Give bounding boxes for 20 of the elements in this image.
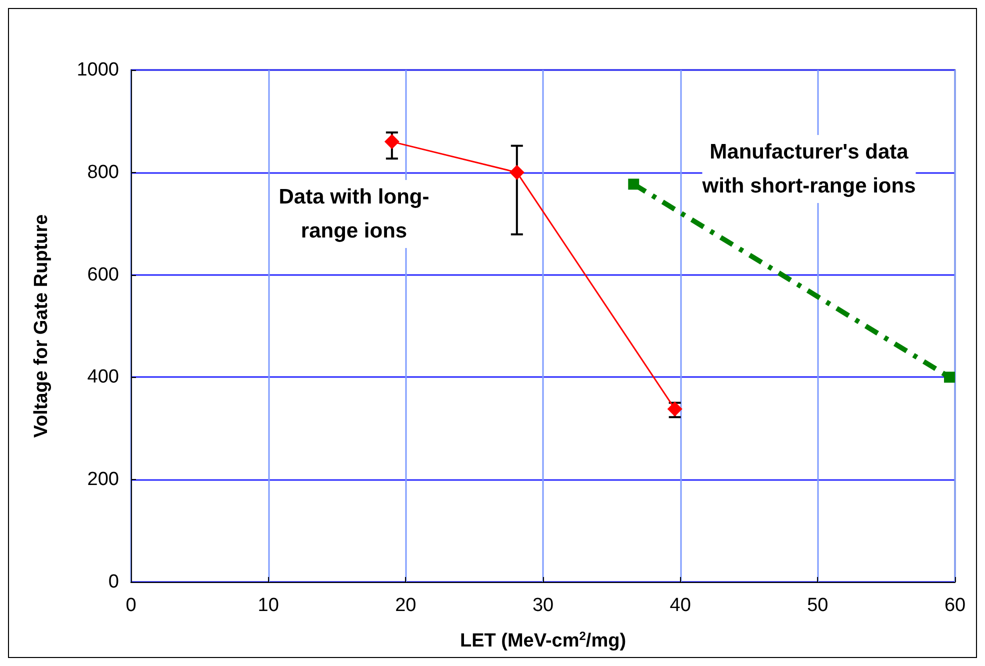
y-tick-label: 0 <box>108 572 119 592</box>
y-tick-label: 200 <box>87 469 119 490</box>
point <box>944 372 956 383</box>
x-tick-label: 40 <box>670 595 691 616</box>
point <box>628 178 640 190</box>
x-tick-label: 10 <box>258 595 279 616</box>
x-tick-label: 0 <box>126 595 136 616</box>
y-tick-label: 1000 <box>76 60 119 80</box>
x-tick-label: 60 <box>944 595 966 616</box>
point <box>509 164 524 180</box>
x-tick-label: 20 <box>395 595 416 616</box>
y-tick-label: 400 <box>87 366 119 388</box>
annotation: Manufacturer's data with short-range ions <box>701 140 916 198</box>
y-tick-label: 800 <box>87 162 119 183</box>
point <box>384 134 400 150</box>
x-tick-label: 50 <box>807 595 828 616</box>
x-tick-label: 30 <box>532 595 554 616</box>
y-axis-title: Voltage for Gate Rupture <box>31 214 52 438</box>
annotation: Data with long- range ions <box>278 186 430 242</box>
y-tick-label: 600 <box>87 264 119 286</box>
